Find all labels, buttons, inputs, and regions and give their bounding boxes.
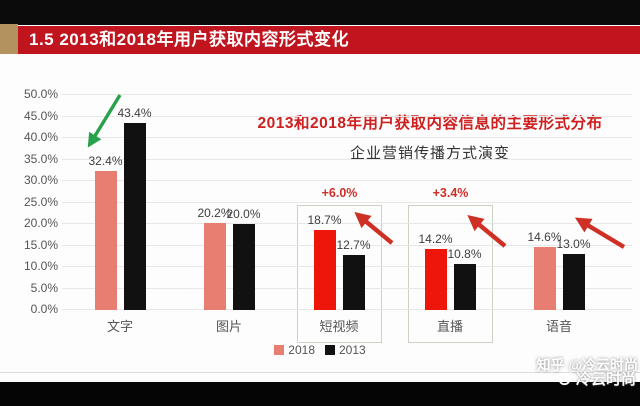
y-axis-tick-label: 0.0% xyxy=(30,302,58,316)
gridline xyxy=(62,115,632,117)
legend-swatch-2013 xyxy=(325,345,335,355)
legend-item-2018: 2018 xyxy=(274,343,315,357)
bar-2018-语音 xyxy=(533,247,556,310)
zhihu-watermark: 知乎 @冷云时尚 xyxy=(536,357,638,373)
y-axis-tick-label: 25.0% xyxy=(23,194,58,209)
category-label-短视频: 短视频 xyxy=(319,319,359,334)
legend-item-2013: 2013 xyxy=(325,343,366,357)
y-axis-tick-label: 35.0% xyxy=(23,151,58,166)
bar-value-label: 43.4% xyxy=(117,106,152,121)
delta-annotation: +3.4% xyxy=(432,186,469,200)
legend-swatch-2018 xyxy=(274,345,285,355)
bar-value-label: 14.2% xyxy=(418,231,453,246)
bar-2013-文字 xyxy=(123,123,146,310)
gridline xyxy=(62,180,632,181)
y-axis-tick-label: 45.0% xyxy=(23,108,58,123)
bar-value-label: 32.4% xyxy=(88,153,123,168)
y-axis-tick-label: 5.0% xyxy=(30,280,58,295)
legend-label-2018: 2018 xyxy=(288,343,315,357)
category-label-语音: 语音 xyxy=(545,319,572,334)
top-black-strip xyxy=(0,0,640,25)
slide-title-bar: 1.5 2013和2018年用户获取内容形式变化 xyxy=(18,26,640,54)
bar-value-label: 18.7% xyxy=(307,212,342,227)
y-axis-tick-label: 20.0% xyxy=(23,216,58,230)
category-label-直播: 直播 xyxy=(436,319,463,334)
y-axis-tick-label: 40.0% xyxy=(23,130,58,144)
bar-2018-文字 xyxy=(94,170,117,310)
bar-2013-直播 xyxy=(453,263,476,310)
category-label-文字: 文字 xyxy=(106,319,133,334)
chart-subtitle: 企业营销传播方式演变 xyxy=(349,145,510,162)
gridline xyxy=(62,137,632,138)
gridline xyxy=(62,94,632,95)
legend-label-2013: 2013 xyxy=(339,343,366,357)
weibo-watermark-text: 冷云时尚 xyxy=(575,371,636,388)
bottom-black-strip xyxy=(0,382,640,406)
y-axis-tick-label: 30.0% xyxy=(23,173,58,187)
bar-value-label: 14.6% xyxy=(527,230,562,245)
gridline xyxy=(62,244,632,246)
y-axis-tick-label: 50.0% xyxy=(23,87,58,101)
gridline xyxy=(62,223,632,224)
chart-legend: 2018 2013 xyxy=(0,343,640,357)
highlight-box xyxy=(297,205,382,343)
gridline xyxy=(62,158,632,160)
highlight-box xyxy=(408,205,493,343)
y-axis-tick-label: 10.0% xyxy=(23,259,58,273)
y-axis-tick-label: 15.0% xyxy=(23,237,58,252)
bar-value-label: 12.7% xyxy=(336,238,371,253)
bar-2013-短视频 xyxy=(342,255,365,310)
bar-value-label: 13.0% xyxy=(556,237,591,252)
bar-2018-图片 xyxy=(203,223,226,310)
bar-value-label: 20.0% xyxy=(226,207,261,221)
bar-2018-直播 xyxy=(424,248,447,310)
bar-2018-短视频 xyxy=(313,229,336,310)
bar-2013-图片 xyxy=(232,224,255,310)
weibo-logo-icon xyxy=(558,371,572,386)
bar-value-label: 10.8% xyxy=(447,246,482,261)
category-label-图片: 图片 xyxy=(215,319,242,334)
slide-bottom-edge xyxy=(0,372,640,373)
delta-annotation: +6.0% xyxy=(321,186,358,200)
chart-title: 2013和2018年用户获取内容信息的主要形式分布 xyxy=(257,115,603,132)
weibo-watermark: 冷云时尚 xyxy=(556,368,636,389)
gridline xyxy=(62,201,632,203)
title-gold-accent xyxy=(0,24,18,54)
bar-value-label: 20.2% xyxy=(197,206,232,221)
slide-title: 1.5 2013和2018年用户获取内容形式变化 xyxy=(29,30,349,49)
plot-area: 32.4% 20.2% 18.7% 14.2% 14.6% 43.4% 20.0% 12.7%… xyxy=(62,94,632,310)
bar-2013-语音 xyxy=(562,254,585,310)
